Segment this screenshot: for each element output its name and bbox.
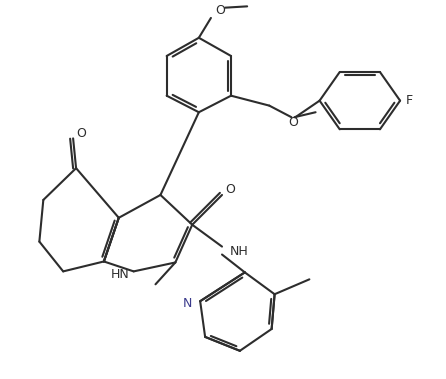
Text: O: O bbox=[76, 127, 86, 140]
Text: O: O bbox=[215, 4, 225, 17]
Text: N: N bbox=[183, 297, 192, 310]
Text: O: O bbox=[225, 183, 235, 196]
Text: O: O bbox=[289, 116, 298, 128]
Text: HN: HN bbox=[111, 268, 129, 281]
Text: NH: NH bbox=[230, 245, 249, 258]
Text: F: F bbox=[405, 94, 413, 107]
